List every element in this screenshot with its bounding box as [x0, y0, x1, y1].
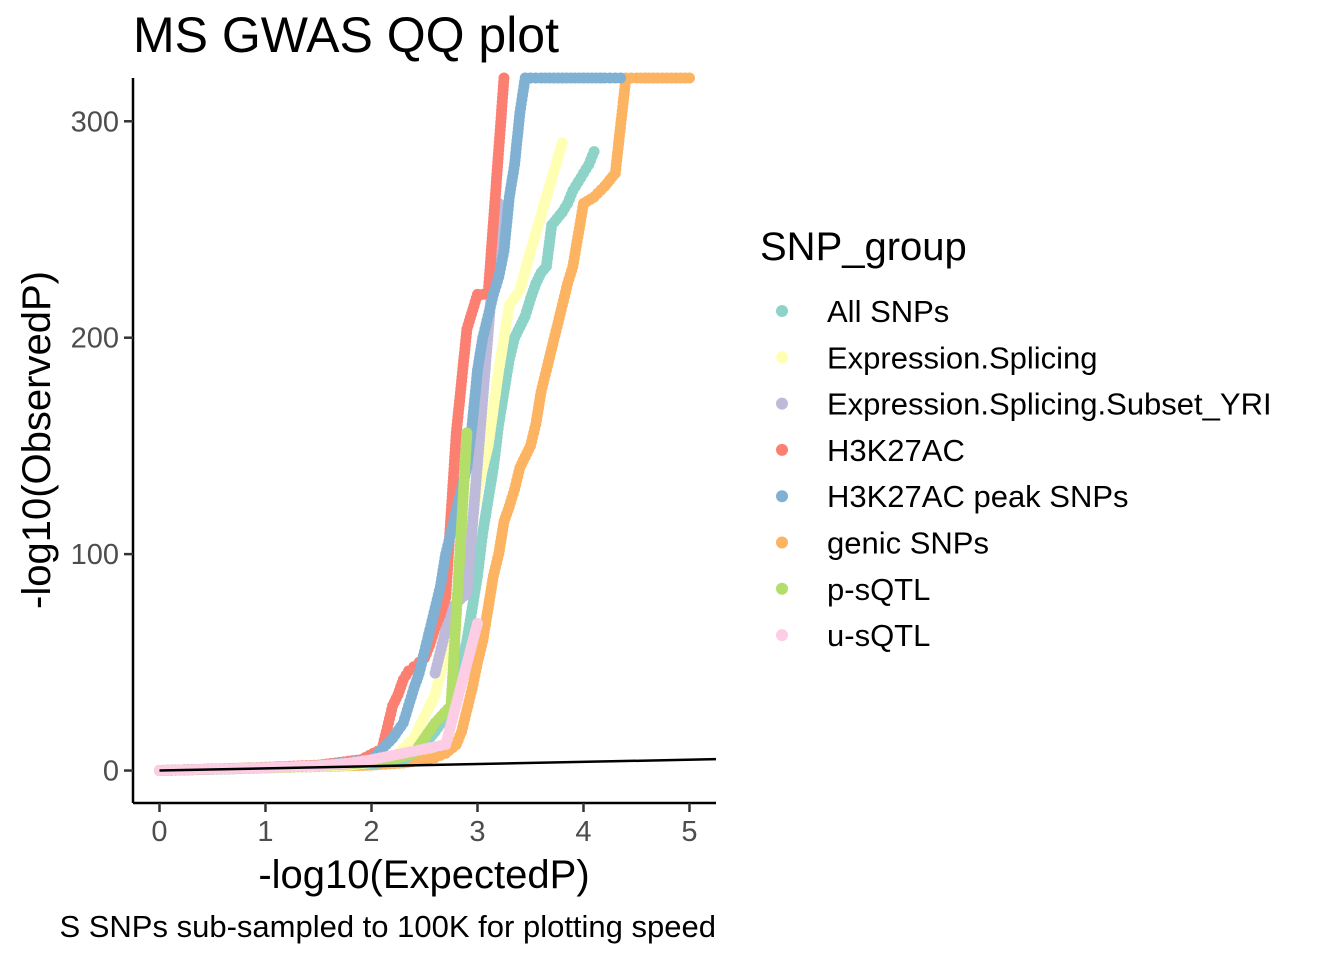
chart-title: MS GWAS QQ plot	[133, 7, 559, 63]
legend-swatch	[776, 582, 788, 595]
legend-label: Expression.Splicing.Subset_YRI	[827, 387, 1272, 422]
y-tick-label: 100	[71, 539, 119, 571]
x-tick-label: 3	[469, 816, 485, 848]
data-point	[615, 72, 627, 84]
y-ticks: 0 100 200 300	[71, 106, 133, 788]
legend-title: SNP_group	[760, 225, 967, 269]
legend-swatch	[776, 397, 788, 410]
x-axis-title: -log10(ExpectedP)	[258, 853, 589, 897]
data-point	[556, 137, 568, 149]
legend-swatch	[776, 536, 788, 549]
data-point	[472, 617, 483, 629]
legend-label: Expression.Splicing	[827, 340, 1098, 375]
data-point	[498, 72, 510, 84]
x-tick-label: 4	[575, 816, 591, 848]
legend-label: p-sQTL	[827, 572, 930, 607]
chart-caption: S SNPs sub-sampled to 100K for plotting …	[59, 909, 716, 944]
y-axis-title: -log10(ObservedP)	[15, 271, 59, 609]
x-ticks: 0 1 2 3 4 5	[151, 803, 698, 848]
data-point	[461, 427, 473, 439]
legend-label: All SNPs	[827, 294, 949, 329]
legend-swatch	[776, 305, 788, 317]
legend-swatch	[776, 629, 788, 642]
reference-line	[159, 757, 717, 772]
y-tick-label: 0	[103, 756, 119, 788]
y-tick-label: 300	[71, 106, 119, 138]
legend-label: u-sQTL	[827, 618, 930, 653]
legend-label: genic SNPs	[827, 526, 989, 561]
x-tick-label: 2	[363, 816, 379, 848]
legend: All SNPs Expression.Splicing Expression.Sp…	[776, 294, 1272, 653]
x-tick-label: 1	[257, 816, 273, 848]
legend-label: H3K27AC peak SNPs	[827, 479, 1129, 514]
y-tick-label: 200	[71, 323, 119, 355]
legend-swatch	[776, 490, 788, 503]
data-point	[684, 72, 695, 84]
legend-label: H3K27AC	[827, 433, 965, 468]
legend-swatch	[776, 351, 788, 364]
legend-swatch	[776, 443, 788, 456]
x-tick-label: 0	[151, 816, 167, 848]
x-tick-label: 5	[681, 816, 697, 848]
data-point	[588, 146, 600, 158]
plot-points	[154, 72, 695, 776]
